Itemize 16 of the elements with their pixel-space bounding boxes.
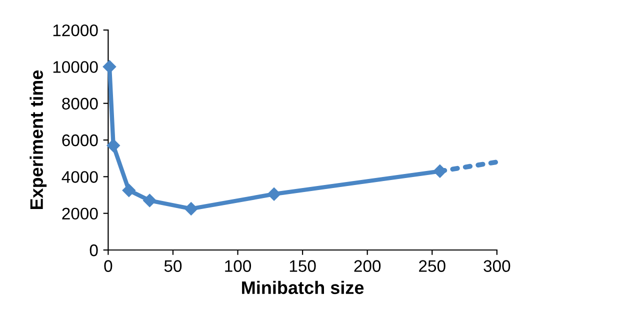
x-tick-label: 150 [290, 260, 316, 272]
y-tick-label: 12000 [53, 24, 98, 36]
y-tick-label: 0 [90, 244, 98, 256]
x-axis-title: Minibatch size [242, 280, 364, 294]
x-tick-label: 100 [225, 260, 252, 272]
x-tick-label: 200 [354, 260, 381, 272]
x-tick-label: 300 [484, 260, 510, 272]
y-tick-label: 6000 [62, 134, 98, 146]
x-tick-label: 250 [419, 260, 446, 272]
y-tick-label: 2000 [62, 208, 98, 220]
x-tick-label: 50 [164, 260, 182, 272]
y-tick-label: 10000 [53, 61, 98, 73]
x-tick-label: 0 [104, 260, 112, 272]
y-axis-title: Experiment time [30, 70, 47, 210]
y-tick-label: 8000 [62, 98, 98, 110]
y-tick-label: 4000 [62, 171, 98, 183]
